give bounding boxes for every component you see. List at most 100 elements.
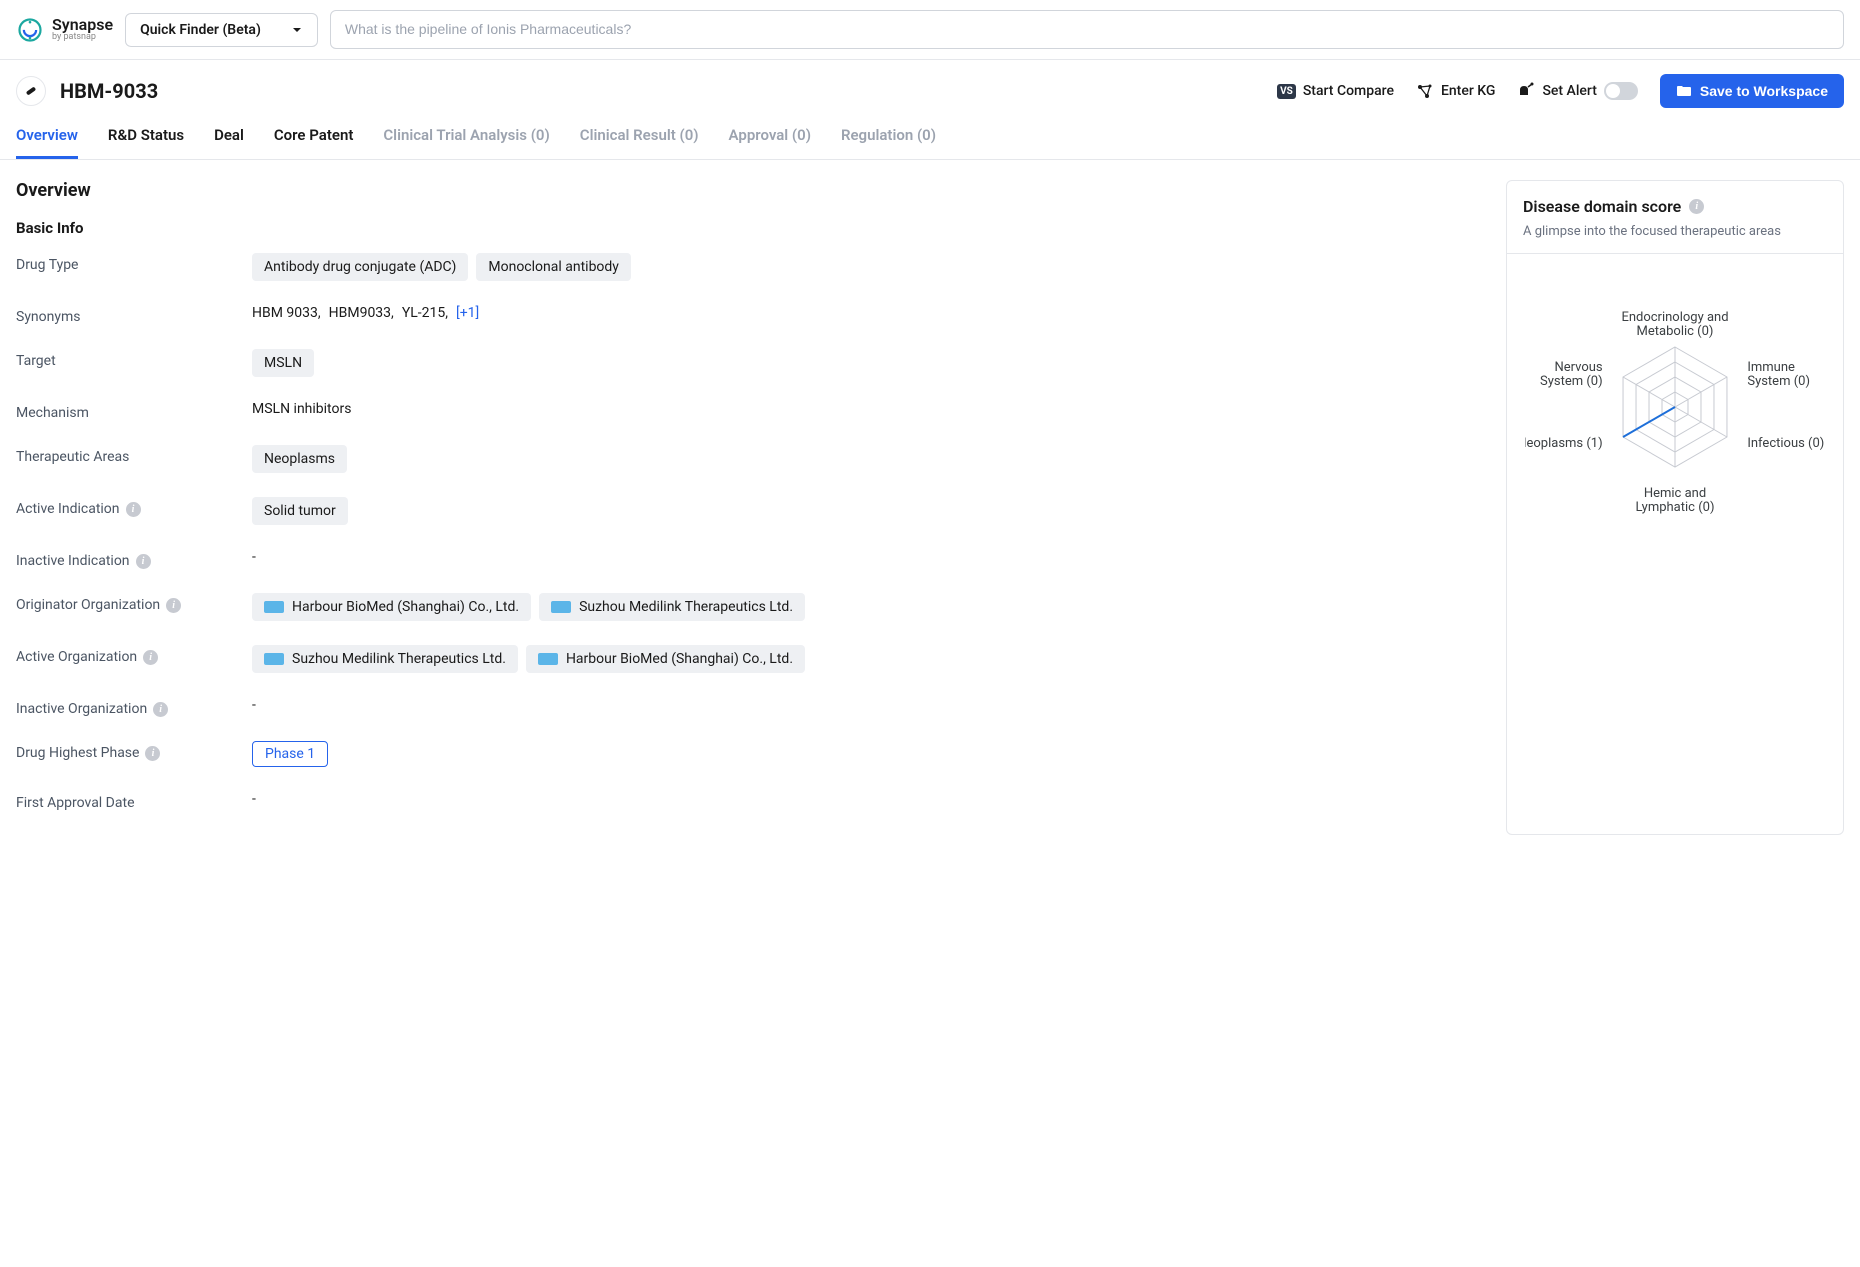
quick-finder-dropdown[interactable]: Quick Finder (Beta) — [125, 13, 318, 47]
info-row-highest-phase: Drug Highest Phase iPhase 1 — [16, 741, 1482, 767]
tab-r-d-status[interactable]: R&D Status — [108, 116, 184, 159]
radar-axis-label: System (0) — [1747, 374, 1810, 389]
info-row-first-approval: First Approval Date- — [16, 791, 1482, 811]
info-row-inactive-indication: Inactive Indication i- — [16, 549, 1482, 569]
info-value: Neoplasms — [252, 445, 1482, 473]
alert-toggle[interactable] — [1604, 82, 1638, 100]
org-chip[interactable]: Harbour BioMed (Shanghai) Co., Ltd. — [526, 645, 805, 673]
radar-axis-label: Lymphatic (0) — [1636, 500, 1715, 515]
radar-axis-label: System (0) — [1540, 374, 1603, 389]
info-value: - — [252, 549, 1482, 565]
info-row-originator-org: Originator Organization i Harbour BioMed… — [16, 593, 1482, 621]
vs-badge-icon: VS — [1277, 84, 1296, 99]
tag-chip[interactable]: Solid tumor — [252, 497, 348, 525]
chevron-down-icon — [291, 24, 303, 36]
search-box[interactable] — [330, 10, 1844, 49]
info-icon[interactable]: i — [145, 746, 160, 761]
drug-icon — [16, 76, 46, 106]
info-icon[interactable]: i — [153, 702, 168, 717]
logo-name: Synapse — [52, 17, 113, 33]
info-icon[interactable]: i — [1689, 199, 1704, 214]
info-value: HBM 9033, HBM9033, YL-215, [+1] — [252, 305, 1482, 321]
info-row-therapeutic-areas: Therapeutic AreasNeoplasms — [16, 445, 1482, 473]
info-icon[interactable]: i — [143, 650, 158, 665]
info-value: Harbour BioMed (Shanghai) Co., Ltd. Suzh… — [252, 593, 1482, 621]
info-value: - — [252, 697, 1482, 713]
org-chip[interactable]: Harbour BioMed (Shanghai) Co., Ltd. — [252, 593, 531, 621]
info-label: Therapeutic Areas — [16, 445, 252, 465]
info-label: Active Organization i — [16, 645, 252, 665]
radar-chart: Endocrinology andMetabolic (0)ImmuneSyst… — [1507, 254, 1843, 550]
title-bar: HBM-9033 VS Start Compare Enter KG Set A… — [0, 60, 1860, 116]
org-chip[interactable]: Suzhou Medilink Therapeutics Ltd. — [539, 593, 805, 621]
logo-icon — [16, 16, 44, 44]
info-label: Synonyms — [16, 305, 252, 325]
logo[interactable]: Synapse by patsnap — [16, 16, 113, 44]
panel-title-text: Disease domain score — [1523, 197, 1681, 216]
tab-clinical-result-0: Clinical Result (0) — [580, 116, 699, 159]
tab-overview[interactable]: Overview — [16, 116, 78, 159]
start-compare-button[interactable]: VS Start Compare — [1277, 83, 1394, 99]
synonym-more[interactable]: [+1] — [456, 305, 479, 321]
tag-chip[interactable]: Monoclonal antibody — [476, 253, 631, 281]
org-chip[interactable]: Suzhou Medilink Therapeutics Ltd. — [252, 645, 518, 673]
enter-kg-label: Enter KG — [1441, 83, 1495, 99]
save-label: Save to Workspace — [1700, 83, 1828, 99]
tab-regulation-0: Regulation (0) — [841, 116, 936, 159]
title-actions: VS Start Compare Enter KG Set Alert Save… — [1277, 74, 1844, 108]
set-alert-button[interactable]: Set Alert — [1517, 82, 1637, 100]
tag-chip[interactable]: Antibody drug conjugate (ADC) — [252, 253, 468, 281]
phase-badge[interactable]: Phase 1 — [252, 741, 328, 767]
start-compare-label: Start Compare — [1303, 83, 1394, 99]
radar-axis-label: Infectious (0) — [1747, 436, 1824, 451]
tab-deal[interactable]: Deal — [214, 116, 244, 159]
info-label: First Approval Date — [16, 791, 252, 811]
radar-axis-label: Immune — [1747, 360, 1795, 375]
enter-kg-button[interactable]: Enter KG — [1416, 82, 1495, 100]
info-label: Inactive Organization i — [16, 697, 252, 717]
set-alert-label: Set Alert — [1542, 83, 1596, 99]
info-icon[interactable]: i — [136, 554, 151, 569]
info-value: MSLN — [252, 349, 1482, 377]
info-row-active-org: Active Organization i Suzhou Medilink Th… — [16, 645, 1482, 673]
synonym-item: HBM9033, — [329, 305, 394, 321]
panel-title: Disease domain score i — [1523, 197, 1827, 216]
radar-axis-label: Endocrinology and — [1621, 310, 1728, 325]
info-row-inactive-org: Inactive Organization i- — [16, 697, 1482, 717]
plain-text: MSLN inhibitors — [252, 401, 351, 417]
subsection-title-basic-info: Basic Info — [16, 219, 1482, 237]
quick-finder-label: Quick Finder (Beta) — [140, 22, 261, 38]
info-value: Suzhou Medilink Therapeutics Ltd. Harbou… — [252, 645, 1482, 673]
kg-icon — [1416, 82, 1434, 100]
info-row-drug-type: Drug TypeAntibody drug conjugate (ADC) Mo… — [16, 253, 1482, 281]
info-label: Originator Organization i — [16, 593, 252, 613]
info-rows: Drug TypeAntibody drug conjugate (ADC) Mo… — [16, 253, 1482, 811]
info-label: Drug Type — [16, 253, 252, 273]
logo-text: Synapse by patsnap — [52, 17, 113, 42]
info-label: Mechanism — [16, 401, 252, 421]
panel-header: Disease domain score i A glimpse into th… — [1507, 181, 1843, 254]
org-logo-icon — [264, 653, 284, 665]
tab-approval-0: Approval (0) — [729, 116, 811, 159]
info-value: Solid tumor — [252, 497, 1482, 525]
radar-axis-label: Nervous — [1554, 360, 1602, 375]
org-logo-icon — [551, 601, 571, 613]
info-row-active-indication: Active Indication iSolid tumor — [16, 497, 1482, 525]
radar-axis-label: Metabolic (0) — [1637, 324, 1714, 339]
org-logo-icon — [538, 653, 558, 665]
info-row-synonyms: SynonymsHBM 9033, HBM9033, YL-215, [+1] — [16, 305, 1482, 325]
tag-chip[interactable]: Neoplasms — [252, 445, 347, 473]
info-icon[interactable]: i — [166, 598, 181, 613]
info-label: Drug Highest Phase i — [16, 741, 252, 761]
save-to-workspace-button[interactable]: Save to Workspace — [1660, 74, 1844, 108]
tab-core-patent[interactable]: Core Patent — [274, 116, 353, 159]
info-icon[interactable]: i — [126, 502, 141, 517]
tab-clinical-trial-analysis-0: Clinical Trial Analysis (0) — [383, 116, 549, 159]
info-row-mechanism: MechanismMSLN inhibitors — [16, 401, 1482, 421]
info-label: Inactive Indication i — [16, 549, 252, 569]
search-input[interactable] — [345, 21, 1829, 37]
content: Overview Basic Info Drug TypeAntibody dr… — [0, 160, 1860, 855]
info-label: Target — [16, 349, 252, 369]
panel-subtitle: A glimpse into the focused therapeutic a… — [1523, 224, 1827, 239]
tag-chip[interactable]: MSLN — [252, 349, 314, 377]
